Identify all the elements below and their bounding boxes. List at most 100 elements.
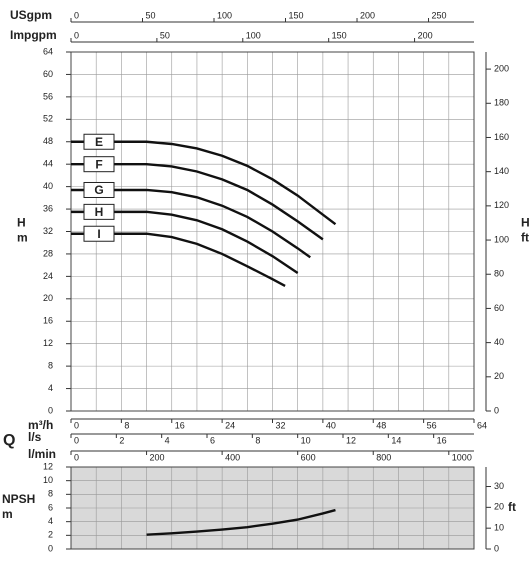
scale-label: USgpm — [10, 8, 52, 22]
curve — [71, 140, 337, 226]
curve-label-box — [83, 181, 115, 198]
y2-tick-label: 30 — [494, 481, 504, 491]
scale-label: Impgpm — [10, 28, 57, 42]
y2-tick-label: 0 — [494, 405, 499, 415]
x-tick-label: 0 — [74, 10, 79, 20]
y-tick-label: 48 — [43, 136, 53, 146]
y-tick-label: 36 — [43, 203, 53, 213]
x-tick-label: 200 — [150, 452, 165, 462]
y-tick-label: 12 — [43, 338, 53, 348]
y-axis-label: NPSH — [2, 492, 35, 506]
y2-tick-label: 60 — [494, 303, 504, 313]
x-tick-label: 0 — [74, 452, 79, 462]
x-tick-label: 200 — [418, 30, 433, 40]
curve-label: I — [97, 227, 100, 241]
y2-tick-label: 160 — [494, 132, 509, 142]
curve — [71, 232, 286, 287]
x-tick-label: 8 — [255, 435, 260, 445]
y2-tick-label: 120 — [494, 200, 509, 210]
y2-tick-label: 140 — [494, 166, 509, 176]
curve — [71, 188, 311, 259]
x-tick-label: 56 — [427, 420, 437, 430]
y-tick-label: 44 — [43, 159, 53, 169]
curve-label: H — [95, 205, 104, 219]
y-tick-label: 20 — [43, 293, 53, 303]
x-tick-label: 16 — [175, 420, 185, 430]
x-tick-label: 64 — [477, 420, 487, 430]
curve-label-box — [83, 203, 115, 220]
y-tick-label: 40 — [43, 181, 53, 191]
y-axis-unit: m — [2, 507, 13, 521]
x-tick-label: 8 — [124, 420, 129, 430]
plot-frame — [70, 466, 475, 550]
y2-axis-unit: ft — [521, 231, 529, 245]
x-tick-label: 400 — [225, 452, 240, 462]
y-tick-label: 52 — [43, 114, 53, 124]
y-tick-label: 8 — [48, 489, 53, 499]
y2-axis-unit: ft — [508, 500, 516, 514]
y2-tick-label: 180 — [494, 98, 509, 108]
x-tick-label: 14 — [391, 435, 401, 445]
curve-label-box — [83, 156, 115, 173]
curve — [146, 508, 336, 536]
y2-tick-label: 0 — [494, 543, 499, 553]
curve-label: G — [94, 183, 103, 197]
x-tick-label: 10 — [301, 435, 311, 445]
x-tick-label: 0 — [74, 30, 79, 40]
curve-label-box — [83, 225, 115, 242]
y-tick-label: 2 — [48, 530, 53, 540]
y2-axis-label: H — [521, 216, 530, 230]
x-tick-label: 24 — [225, 420, 235, 430]
x-tick-label: 1000 — [452, 452, 472, 462]
y2-tick-label: 20 — [494, 371, 504, 381]
x-tick-label: 800 — [376, 452, 391, 462]
x-tick-label: 16 — [437, 435, 447, 445]
x-tick-label: 100 — [246, 30, 261, 40]
scale-label: l/min — [28, 447, 56, 461]
y-tick-label: 16 — [43, 316, 53, 326]
x-tick-label: 48 — [376, 420, 386, 430]
y2-tick-label: 100 — [494, 234, 509, 244]
x-tick-label: 600 — [301, 452, 316, 462]
x-tick-label: 32 — [276, 420, 286, 430]
curve — [71, 210, 299, 275]
x-tick-label: 50 — [160, 30, 170, 40]
y-tick-label: 10 — [43, 475, 53, 485]
x-tick-label: 2 — [119, 435, 124, 445]
x-tick-label: 0 — [74, 435, 79, 445]
y-tick-label: 6 — [48, 502, 53, 512]
y-tick-label: 24 — [43, 271, 53, 281]
x-axis-label: m³/h — [28, 418, 53, 432]
flow-symbol: Q — [3, 432, 15, 449]
x-tick-label: 200 — [360, 10, 375, 20]
y-tick-label: 64 — [43, 46, 53, 56]
curve-label: E — [95, 135, 103, 149]
y2-tick-label: 40 — [494, 337, 504, 347]
y-tick-label: 4 — [48, 383, 53, 393]
y-tick-label: 0 — [48, 543, 53, 553]
y-tick-label: 12 — [43, 461, 53, 471]
x-tick-label: 100 — [217, 10, 232, 20]
y-tick-label: 4 — [48, 516, 53, 526]
curve-label-box — [83, 133, 115, 150]
y-tick-label: 8 — [48, 361, 53, 371]
y-tick-label: 28 — [43, 248, 53, 258]
x-tick-label: 6 — [210, 435, 215, 445]
x-tick-label: 12 — [346, 435, 356, 445]
y-tick-label: 0 — [48, 405, 53, 415]
y2-tick-label: 80 — [494, 269, 504, 279]
y2-tick-label: 200 — [494, 63, 509, 73]
plot-frame — [70, 51, 475, 412]
x-tick-label: 0 — [74, 420, 79, 430]
curve-label: F — [95, 157, 102, 171]
scale-label: l/s — [28, 430, 42, 444]
x-tick-label: 50 — [146, 10, 156, 20]
y-tick-label: 60 — [43, 69, 53, 79]
x-tick-label: 40 — [326, 420, 336, 430]
y-axis-label: H — [17, 216, 26, 230]
x-tick-label: 150 — [332, 30, 347, 40]
y-tick-label: 32 — [43, 226, 53, 236]
x-tick-label: 250 — [432, 10, 447, 20]
x-tick-label: 4 — [165, 435, 170, 445]
